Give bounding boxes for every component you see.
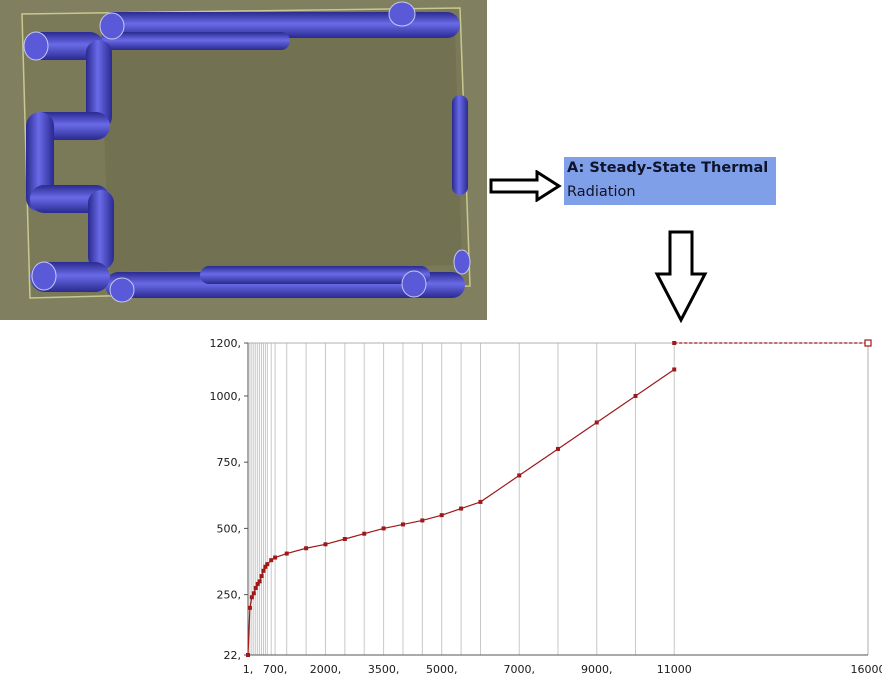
data-point [362, 531, 367, 536]
y-tick-label: 1200, [210, 337, 242, 350]
x-tick-label: 7000, [503, 663, 535, 676]
y-tick-label: 250, [217, 589, 242, 602]
data-point [323, 542, 328, 547]
x-tick-label: 2000, [310, 663, 342, 676]
data-point [517, 473, 522, 478]
data-point [247, 605, 252, 610]
data-point [672, 341, 677, 345]
x-tick-label: 9000, [581, 663, 613, 676]
data-point [342, 536, 347, 541]
x-tick-label: 16000 [851, 663, 882, 676]
data-point [400, 522, 405, 527]
y-tick-label: 500, [217, 522, 242, 535]
data-point [439, 513, 444, 518]
x-tick-label: 3500, [368, 663, 400, 676]
data-point [304, 546, 309, 551]
data-point [381, 526, 386, 531]
data-point [594, 420, 599, 425]
down-arrow-icon [654, 230, 708, 324]
data-point [269, 558, 274, 563]
x-tick-label: 11000 [657, 663, 692, 676]
data-point [478, 499, 483, 504]
analysis-label[interactable]: A: Steady-State Thermal Radiation [564, 157, 776, 205]
data-point [284, 551, 289, 556]
analysis-subtitle: Radiation [567, 184, 636, 200]
y-tick-label: 750, [217, 456, 242, 469]
analysis-title: A: Steady-State Thermal [567, 160, 769, 176]
y-tick-label: 1000, [210, 390, 242, 403]
data-point [633, 393, 638, 398]
data-point [459, 506, 464, 511]
data-point [265, 562, 270, 567]
y-tick-label: 22, [224, 649, 242, 662]
x-tick-label: 5000, [426, 663, 458, 676]
data-point [255, 582, 260, 587]
data-point [257, 579, 262, 584]
x-tick-label: 700, [263, 663, 288, 676]
data-point [263, 564, 268, 569]
data-point [249, 595, 254, 600]
data-point [253, 585, 258, 590]
data-point [672, 367, 677, 372]
data-point [420, 518, 425, 523]
model-viewport[interactable] [0, 0, 487, 320]
data-point [555, 446, 560, 451]
data-point [259, 574, 264, 579]
end-marker [864, 339, 872, 347]
right-arrow-icon [489, 170, 562, 202]
pipe-model-render [0, 0, 487, 320]
data-point [246, 653, 250, 657]
x-tick-label: 1, [243, 663, 254, 676]
data-point [251, 591, 256, 596]
data-point [261, 568, 266, 573]
data-point [273, 555, 278, 560]
